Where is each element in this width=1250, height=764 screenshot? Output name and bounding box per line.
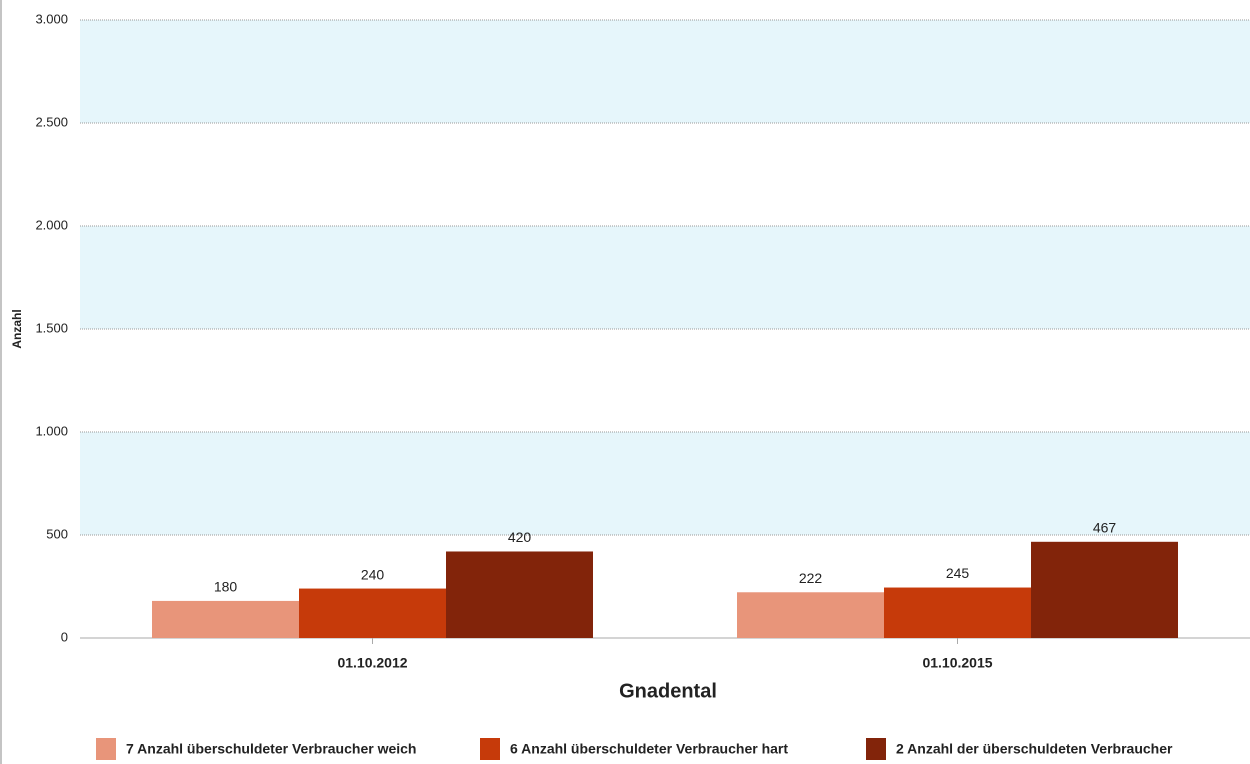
legend-swatch [480,738,500,760]
bar [152,600,299,638]
bar [737,592,884,638]
x-tick-label: 01.10.2012 [337,655,407,671]
bar [299,588,446,638]
y-tick-label: 500 [46,526,68,541]
y-tick-label: 1.500 [35,320,68,335]
bar [446,551,593,638]
y-tick-label: 1.000 [35,423,68,438]
value-label: 222 [799,570,823,586]
value-label: 240 [361,566,385,582]
value-label: 180 [214,579,238,595]
grid-band [80,226,1250,329]
bar [884,587,1031,638]
bar [1031,541,1178,638]
grid-band [80,432,1250,535]
legend-swatch [96,738,116,760]
legend-label: 2 Anzahl der überschuldeten Verbraucher [896,741,1173,757]
grid-band [80,20,1250,123]
value-label: 420 [508,529,532,545]
y-tick-label: 0 [61,629,68,644]
legend-swatch [866,738,886,760]
value-label: 245 [946,565,970,581]
y-tick-label: 2.500 [35,114,68,129]
value-label: 467 [1093,520,1117,536]
legend-label: 6 Anzahl überschuldeter Verbraucher hart [510,741,788,757]
legend-label: 7 Anzahl überschuldeter Verbraucher weic… [126,741,416,757]
y-tick-label: 3.000 [35,11,68,26]
y-tick-label: 2.000 [35,217,68,232]
y-axis-label: Anzahl [10,309,24,348]
x-tick-label: 01.10.2015 [922,655,992,671]
x-axis-label: Gnadental [619,680,717,702]
